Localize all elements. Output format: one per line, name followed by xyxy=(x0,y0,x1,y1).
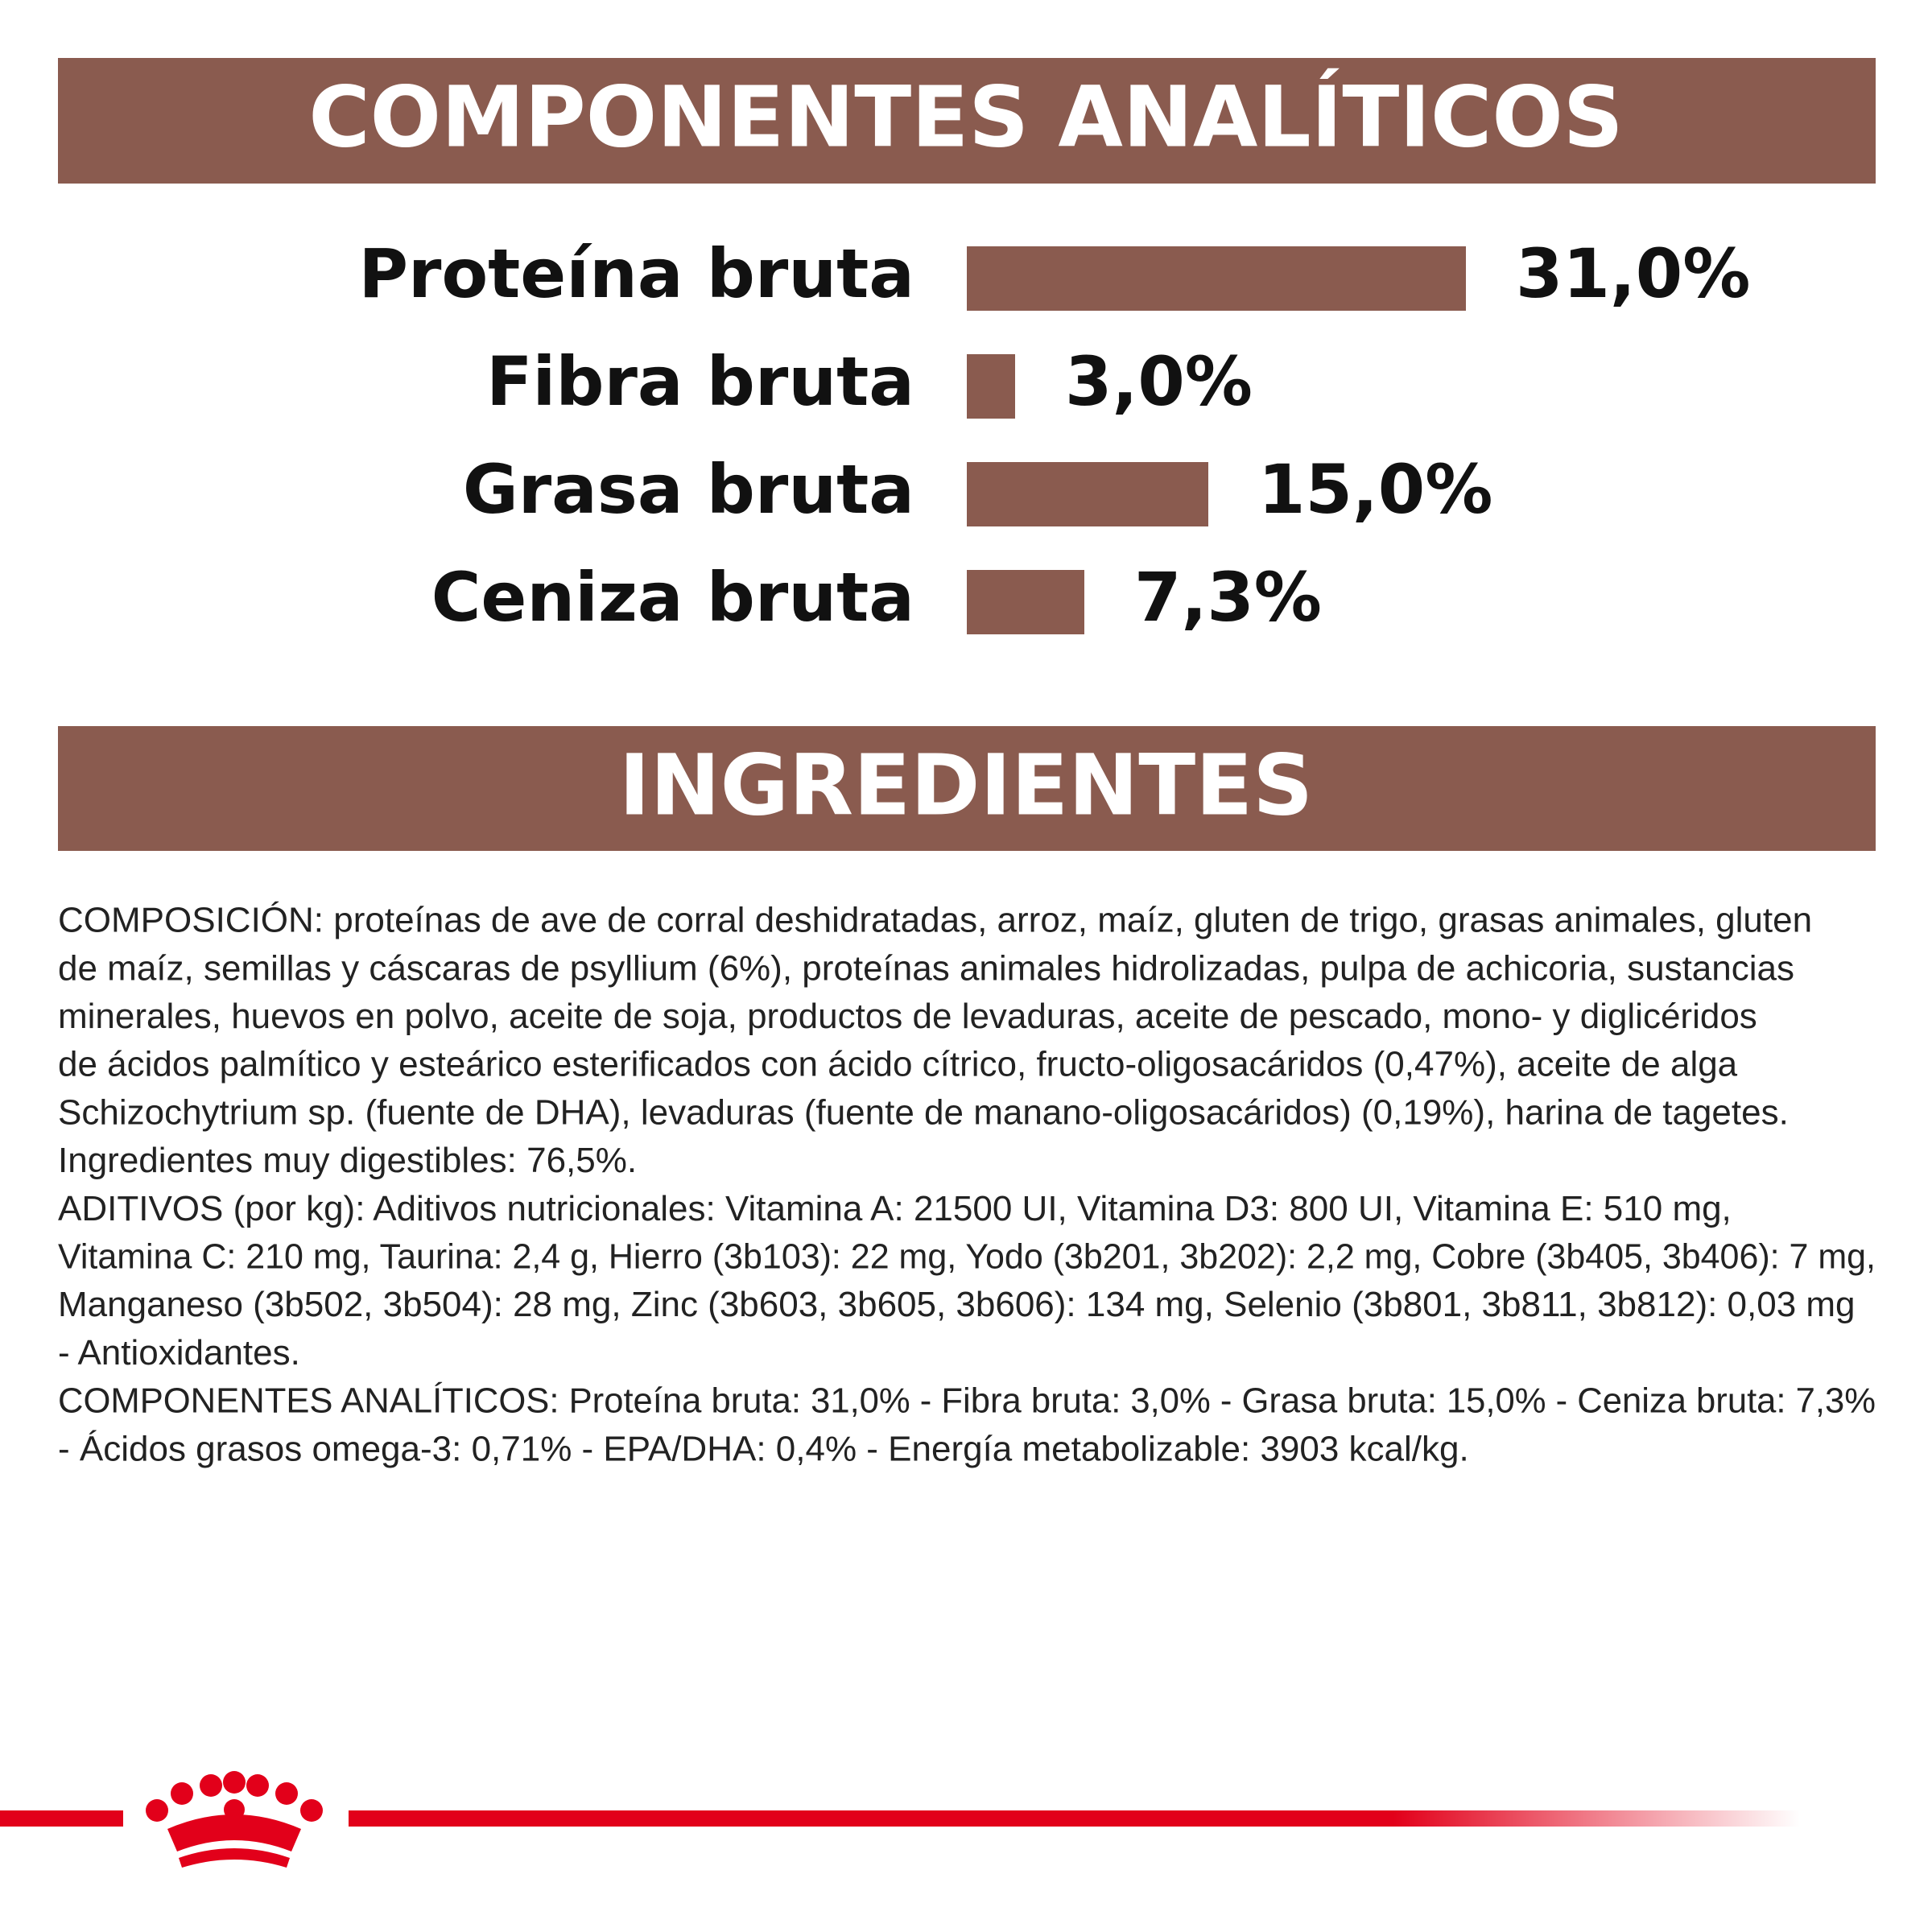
text-line: Vitamina C: 210 mg, Taurina: 2,4 g, Hier… xyxy=(58,1237,1876,1277)
bar xyxy=(967,246,1466,311)
text-line: Schizochytrium sp. (fuente de DHA), leva… xyxy=(58,1092,1789,1132)
text-line: Ingredientes muy digestibles: 76,5%. xyxy=(58,1141,637,1180)
footer-line xyxy=(0,1810,123,1827)
section-title: INGREDIENTES xyxy=(619,736,1313,834)
text-line: COMPOSICIÓN: proteínas de ave de corral … xyxy=(58,901,1812,940)
category-label: Fibra bruta xyxy=(486,342,914,421)
footer-line xyxy=(349,1810,1800,1827)
text-line: minerales, huevos en polvo, aceite de so… xyxy=(58,997,1757,1036)
text-line: de ácidos palmítico y esteárico esterifi… xyxy=(58,1045,1738,1084)
bar xyxy=(967,354,1015,419)
value-label: 15,0% xyxy=(1258,450,1492,529)
text-line: - Antioxidantes. xyxy=(58,1333,300,1373)
bar-chart: Proteína bruta 31,0% Fibra bruta 3,0% Grasa … xyxy=(358,234,1750,637)
text-line: Manganeso (3b502, 3b504): 28 mg, Zinc (3… xyxy=(58,1285,1856,1324)
header-band xyxy=(58,726,1876,851)
value-label: 31,0% xyxy=(1516,234,1750,313)
value-label: 3,0% xyxy=(1065,342,1253,421)
crown-logo xyxy=(146,1771,323,1868)
text-line: COMPONENTES ANALÍTICOS: Proteína bruta: … xyxy=(58,1381,1876,1421)
ingredients-text: COMPOSICIÓN: proteínas de ave de corral … xyxy=(58,901,1876,1469)
text-line: ADITIVOS (por kg): Aditivos nutricionale… xyxy=(58,1189,1732,1228)
text-line: - Ácidos grasos omega-3: 0,71% - EPA/DHA… xyxy=(58,1429,1469,1468)
category-label: Ceniza bruta xyxy=(431,558,914,637)
category-label: Grasa bruta xyxy=(463,450,914,529)
footer xyxy=(0,1771,1800,1868)
value-label: 7,3% xyxy=(1134,558,1322,637)
category-label: Proteína bruta xyxy=(358,234,914,313)
chart-title: COMPONENTES ANALÍTICOS xyxy=(308,68,1623,166)
bar xyxy=(967,462,1208,526)
bar xyxy=(967,570,1084,634)
header-band xyxy=(58,58,1876,184)
text-line: de maíz, semillas y cáscaras de psyllium… xyxy=(58,948,1794,988)
